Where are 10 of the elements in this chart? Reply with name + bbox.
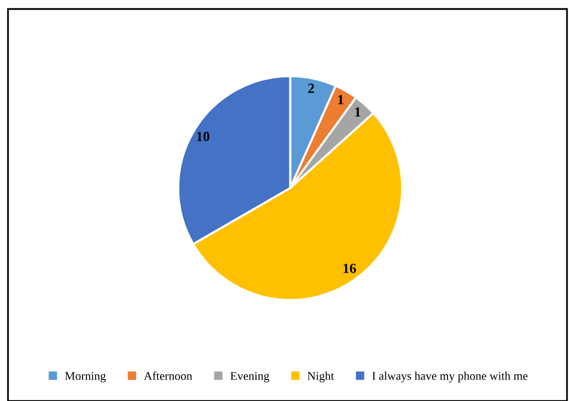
legend-label: Morning	[65, 372, 106, 382]
data-label: 1	[338, 94, 344, 104]
legend-label: Afternoon	[144, 371, 192, 380]
data-label: 2	[308, 84, 314, 93]
data-label: 16	[344, 264, 356, 274]
data-label: 10	[197, 132, 210, 142]
legend-label: Evening	[230, 372, 270, 382]
legend-label: Night	[308, 372, 334, 382]
data-label: 1	[355, 107, 360, 117]
legend-label: I always have my phone with me	[372, 372, 528, 382]
